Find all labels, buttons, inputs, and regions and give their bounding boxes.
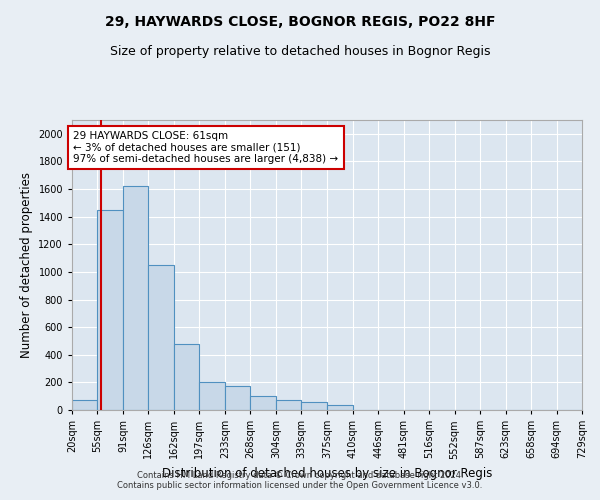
Bar	[301, 402, 328, 410]
Text: Contains HM Land Registry data © Crown copyright and database right 2024.
Contai: Contains HM Land Registry data © Crown c…	[118, 470, 482, 490]
Bar	[97, 210, 123, 410]
Bar	[225, 386, 250, 410]
Bar	[328, 405, 353, 410]
Bar	[148, 265, 174, 410]
Text: 29 HAYWARDS CLOSE: 61sqm
← 3% of detached houses are smaller (151)
97% of semi-d: 29 HAYWARDS CLOSE: 61sqm ← 3% of detache…	[73, 131, 338, 164]
Bar	[174, 344, 199, 410]
Bar	[276, 400, 301, 410]
X-axis label: Distribution of detached houses by size in Bognor Regis: Distribution of detached houses by size …	[162, 467, 492, 480]
Bar	[199, 382, 225, 410]
Bar	[72, 400, 97, 410]
Y-axis label: Number of detached properties: Number of detached properties	[20, 172, 33, 358]
Text: Size of property relative to detached houses in Bognor Regis: Size of property relative to detached ho…	[110, 45, 490, 58]
Text: 29, HAYWARDS CLOSE, BOGNOR REGIS, PO22 8HF: 29, HAYWARDS CLOSE, BOGNOR REGIS, PO22 8…	[105, 15, 495, 29]
Bar	[250, 396, 276, 410]
Bar	[123, 186, 148, 410]
